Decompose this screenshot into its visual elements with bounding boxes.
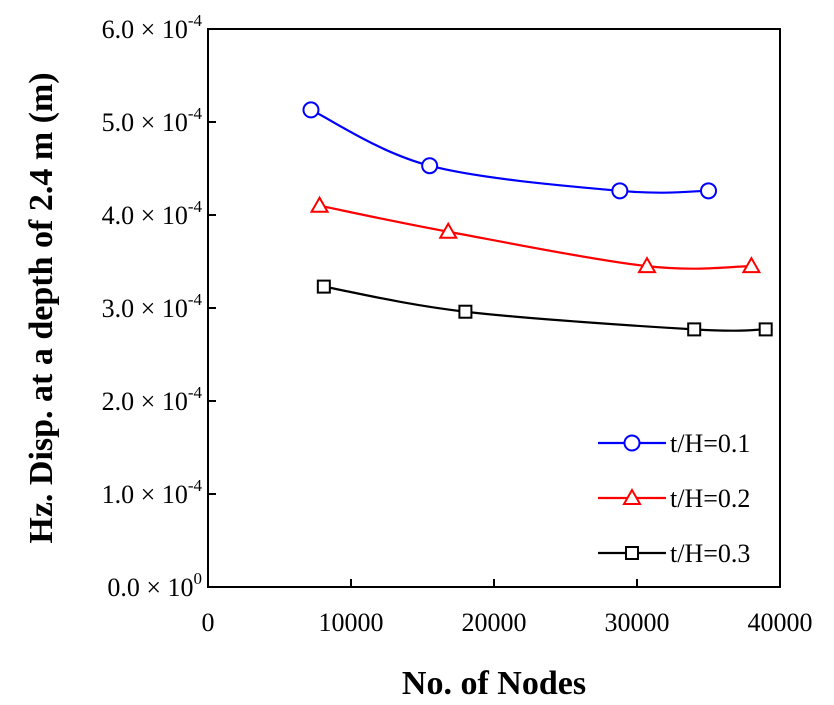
x-axis-title: No. of Nodes [402,665,586,702]
y-tick-label: 2.0 × 10-4 [102,383,203,416]
series-line [310,108,709,194]
legend-label: t/H=0.1 [670,429,750,458]
x-tick-label: 0 [202,608,215,637]
data-point [687,322,702,337]
series-layer [302,101,773,337]
legend-label: t/H=0.2 [670,484,750,513]
legend-item: t/H=0.2 [598,484,750,513]
y-tick-label: 0.0 × 100 [107,569,202,602]
x-tick-label: 40000 [748,608,813,637]
legend-marker [623,434,641,452]
legend-item: t/H=0.1 [598,429,750,458]
legend-label: t/H=0.3 [670,539,750,568]
data-point [637,256,657,274]
data-point [700,182,717,200]
series-line [323,285,766,332]
legend-item: t/H=0.3 [598,539,750,568]
series-3 [316,279,773,337]
legend-marker [625,546,639,560]
y-tick-label: 4.0 × 10-4 [102,197,203,230]
x-tick-label: 20000 [462,608,527,637]
data-point [302,101,320,119]
series-1 [302,101,717,200]
y-axis-ticks: 0.0 × 100 1.0 × 10-4 2.0 × 10-4 3.0 × 10-4 4… [102,11,216,602]
data-point [316,279,331,294]
y-tick-label: 3.0 × 10-4 [102,290,203,323]
data-point [309,195,330,213]
legend-marker [622,487,642,505]
y-tick-label: 1.0 × 10-4 [102,476,203,509]
data-point [741,256,762,274]
x-tick-label: 10000 [319,608,384,637]
x-tick-label: 30000 [605,608,670,637]
y-axis-title: Hz. Disp. at a depth of 2.4 m (m) [23,72,60,543]
data-point [458,304,473,319]
x-axis-ticks: 0 10000 20000 30000 40000 [202,579,813,637]
data-point [438,221,458,239]
y-tick-label: 6.0 × 10-4 [102,11,203,44]
series-2 [309,195,762,274]
data-point [611,182,629,200]
y-tick-label: 5.0 × 10-4 [102,104,203,137]
legend: t/H=0.1 t/H=0.2 t/H=0.3 [598,429,750,568]
data-point [758,322,773,337]
data-point [421,157,439,175]
series-line [319,204,752,270]
